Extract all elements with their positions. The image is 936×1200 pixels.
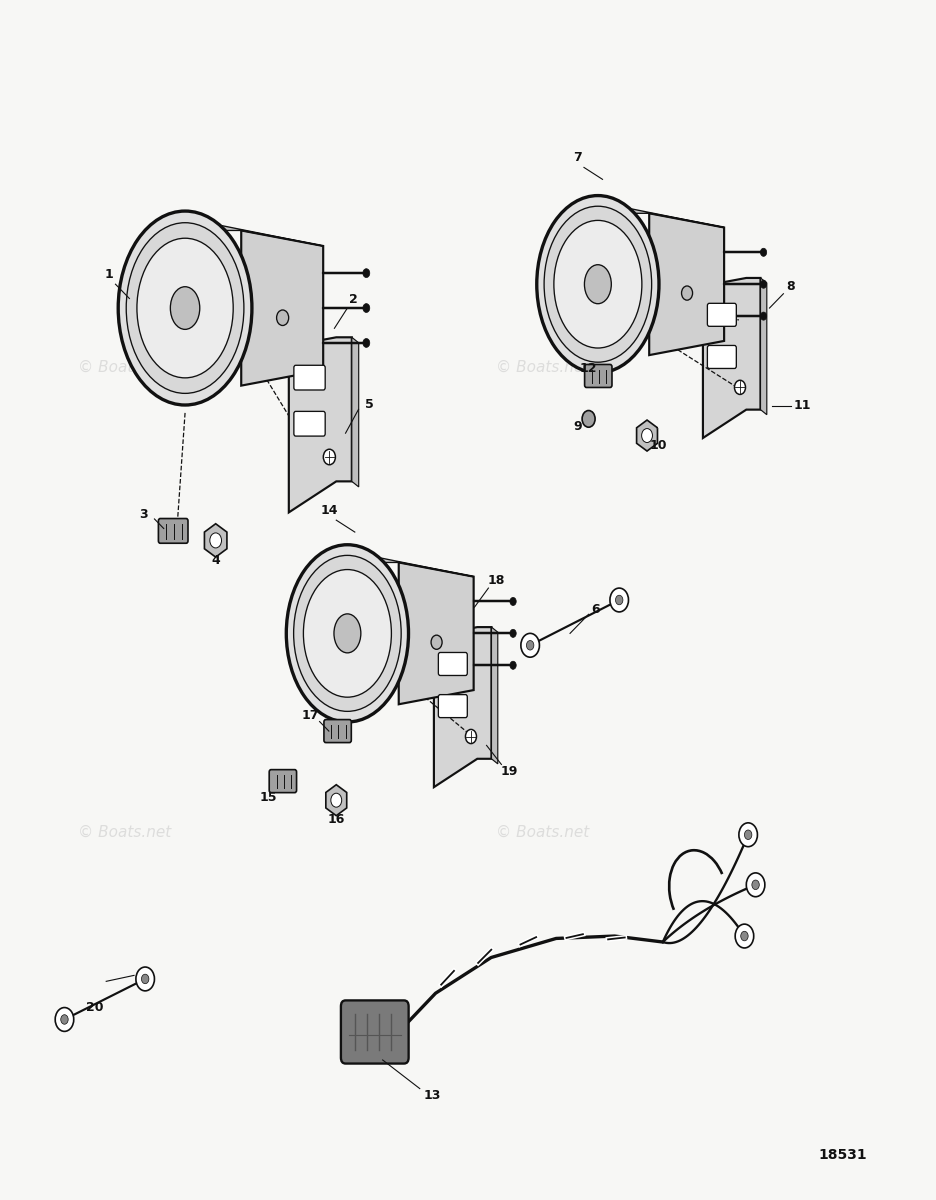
Text: 18: 18 <box>487 575 505 588</box>
Polygon shape <box>703 278 760 438</box>
Polygon shape <box>636 420 657 451</box>
Circle shape <box>610 588 628 612</box>
Text: 20: 20 <box>86 1001 104 1014</box>
Polygon shape <box>399 563 474 704</box>
Circle shape <box>739 823 757 847</box>
FancyBboxPatch shape <box>585 365 612 388</box>
Circle shape <box>681 286 693 300</box>
Ellipse shape <box>544 206 651 362</box>
FancyBboxPatch shape <box>324 720 351 743</box>
Ellipse shape <box>118 211 252 406</box>
Polygon shape <box>760 278 767 415</box>
Text: 7: 7 <box>573 151 582 164</box>
Text: 16: 16 <box>328 812 345 826</box>
Text: 12: 12 <box>579 362 597 376</box>
Polygon shape <box>241 230 323 385</box>
Text: 10: 10 <box>650 438 667 451</box>
Text: 14: 14 <box>320 504 338 517</box>
Text: 5: 5 <box>365 398 374 412</box>
FancyBboxPatch shape <box>341 1001 409 1063</box>
Circle shape <box>277 310 288 325</box>
Text: 18531: 18531 <box>818 1148 867 1163</box>
FancyBboxPatch shape <box>708 346 737 368</box>
Ellipse shape <box>294 556 402 712</box>
Circle shape <box>210 533 222 548</box>
Circle shape <box>510 661 517 670</box>
Circle shape <box>61 1015 68 1025</box>
Text: 13: 13 <box>424 1090 442 1103</box>
Circle shape <box>744 830 752 840</box>
Circle shape <box>526 641 534 650</box>
Circle shape <box>510 598 517 606</box>
Ellipse shape <box>554 221 642 348</box>
Text: 4: 4 <box>212 554 220 568</box>
Polygon shape <box>326 785 346 816</box>
Circle shape <box>465 730 476 744</box>
Polygon shape <box>491 628 498 764</box>
Ellipse shape <box>126 223 244 394</box>
Circle shape <box>760 248 767 257</box>
Circle shape <box>520 634 539 658</box>
FancyBboxPatch shape <box>708 304 737 326</box>
Text: 3: 3 <box>139 508 148 521</box>
Circle shape <box>641 428 652 443</box>
Ellipse shape <box>334 614 361 653</box>
Circle shape <box>323 449 335 464</box>
Circle shape <box>363 304 370 312</box>
Polygon shape <box>289 337 352 512</box>
Circle shape <box>136 967 154 991</box>
Circle shape <box>582 410 595 427</box>
Circle shape <box>510 629 517 637</box>
Circle shape <box>616 595 623 605</box>
Text: 15: 15 <box>260 791 277 804</box>
Ellipse shape <box>303 570 391 697</box>
Circle shape <box>735 380 745 395</box>
Text: 6: 6 <box>592 604 600 616</box>
Text: 2: 2 <box>348 293 358 306</box>
Circle shape <box>760 312 767 320</box>
Circle shape <box>735 924 753 948</box>
Text: 1: 1 <box>105 268 113 281</box>
FancyBboxPatch shape <box>158 518 188 544</box>
Ellipse shape <box>536 196 659 373</box>
Text: © Boats.net: © Boats.net <box>78 360 171 376</box>
Polygon shape <box>592 200 724 228</box>
Polygon shape <box>342 550 474 577</box>
FancyBboxPatch shape <box>438 653 467 676</box>
Circle shape <box>431 635 442 649</box>
Ellipse shape <box>286 545 408 722</box>
FancyBboxPatch shape <box>438 695 467 718</box>
Polygon shape <box>204 523 227 557</box>
Text: 8: 8 <box>786 280 796 293</box>
Circle shape <box>141 974 149 984</box>
Polygon shape <box>434 628 491 787</box>
Circle shape <box>363 338 370 347</box>
Text: © Boats.net: © Boats.net <box>495 360 589 376</box>
Text: © Boats.net: © Boats.net <box>78 824 171 840</box>
Ellipse shape <box>170 287 199 329</box>
Text: 11: 11 <box>793 400 811 413</box>
Polygon shape <box>352 337 358 487</box>
Polygon shape <box>179 217 323 246</box>
FancyBboxPatch shape <box>294 365 325 390</box>
Circle shape <box>330 793 342 808</box>
Circle shape <box>752 880 759 889</box>
Circle shape <box>746 872 765 896</box>
FancyBboxPatch shape <box>270 769 297 793</box>
Circle shape <box>55 1008 74 1031</box>
Text: 9: 9 <box>573 420 582 432</box>
Text: 19: 19 <box>500 766 518 778</box>
Circle shape <box>760 280 767 288</box>
Circle shape <box>740 931 748 941</box>
FancyBboxPatch shape <box>294 412 325 436</box>
Ellipse shape <box>584 265 611 304</box>
Text: 17: 17 <box>301 709 319 722</box>
Ellipse shape <box>137 239 233 378</box>
Text: © Boats.net: © Boats.net <box>495 824 589 840</box>
Polygon shape <box>650 214 724 355</box>
Circle shape <box>363 269 370 277</box>
